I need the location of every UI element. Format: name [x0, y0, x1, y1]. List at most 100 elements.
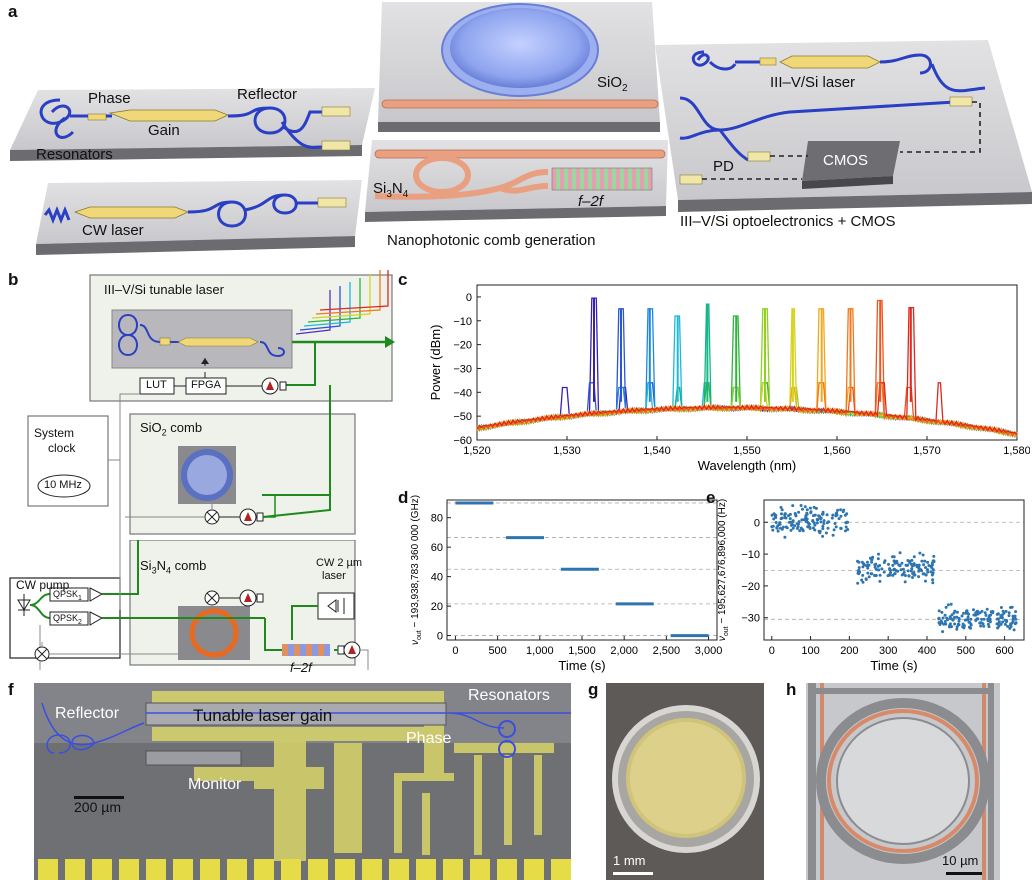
bond-pad: [335, 859, 355, 880]
data-point: [839, 514, 843, 518]
data-point: [1007, 614, 1011, 618]
data-point: [783, 535, 787, 539]
label-10mhz: 10 MHz: [44, 479, 82, 491]
data-point: [952, 616, 956, 619]
data-point: [880, 567, 884, 571]
data-point: [867, 575, 871, 579]
data-point: [876, 557, 880, 561]
data-point: [999, 606, 1003, 609]
data-point: [923, 559, 927, 563]
data-point: [776, 529, 780, 533]
data-point: [822, 522, 826, 525]
data-point: [917, 575, 921, 579]
data-point: [999, 622, 1003, 626]
data-point: [808, 527, 812, 530]
data-point: [811, 519, 815, 523]
data-point: [857, 566, 861, 570]
data-point: [944, 605, 948, 609]
y-tick-label: −20: [741, 581, 760, 593]
bond-pad: [92, 859, 112, 880]
data-point: [816, 517, 820, 521]
x-tick-label: 1,550: [733, 445, 761, 457]
data-point: [901, 567, 905, 571]
label-hybrid-laser: III–V/Si laser: [770, 74, 856, 91]
data-point: [926, 570, 930, 574]
x-tick-label: 400: [918, 645, 936, 657]
data-point: [1005, 619, 1009, 623]
data-point: [944, 622, 948, 626]
data-point: [771, 524, 775, 528]
data-point: [889, 571, 892, 575]
data-point: [888, 573, 892, 577]
panel-label-d: d: [398, 488, 409, 507]
bond-pad: [308, 859, 328, 880]
label-f-scale: 200 µm: [74, 799, 121, 815]
data-point: [915, 563, 919, 567]
data-point: [909, 562, 913, 566]
data-point: [839, 508, 843, 512]
y-tick-label: −30: [741, 613, 760, 625]
data-point: [903, 574, 907, 577]
y-tick-label: 0: [466, 292, 472, 304]
data-point: [907, 574, 911, 578]
chip-si3n4: [365, 140, 668, 222]
data-point: [946, 603, 950, 607]
data-point: [969, 617, 973, 621]
data-point: [779, 526, 782, 530]
data-point: [869, 572, 873, 576]
label-si3n4-comb: Si3N4 comb: [140, 558, 207, 576]
data-point: [793, 512, 797, 515]
data-point: [888, 567, 892, 571]
data-point: [930, 573, 934, 577]
data-point: [891, 563, 895, 567]
label-qpsk2: QPSK2: [53, 613, 82, 626]
data-point: [931, 568, 935, 572]
data-point: [910, 567, 914, 571]
data-point: [902, 570, 906, 574]
data-point: [866, 571, 870, 575]
data-point: [827, 520, 831, 524]
data-point: [995, 622, 999, 626]
bond-pad: [146, 859, 166, 880]
data-point: [801, 507, 804, 511]
data-point: [839, 526, 843, 530]
data-point: [937, 609, 941, 613]
x-tick-label: 1,000: [526, 645, 554, 657]
data-point: [1006, 624, 1010, 628]
data-point: [803, 517, 807, 521]
data-point: [1012, 628, 1016, 632]
data-point: [931, 571, 935, 575]
data-point: [924, 579, 927, 583]
label-gain: Gain: [148, 122, 180, 139]
x-tick-label: 600: [995, 645, 1013, 657]
data-point: [996, 612, 1000, 616]
data-point: [1014, 617, 1018, 621]
data-point: [924, 566, 927, 569]
data-point: [920, 559, 924, 563]
data-point: [924, 573, 928, 577]
data-point: [779, 505, 783, 509]
data-point: [789, 528, 793, 532]
label-reflector: Reflector: [237, 86, 298, 103]
data-point: [794, 514, 798, 518]
label-lut: LUT: [146, 379, 167, 391]
data-point: [906, 563, 910, 567]
data-point: [789, 523, 793, 527]
data-point: [987, 625, 991, 629]
panel-label-a: a: [8, 2, 18, 21]
data-point: [980, 609, 984, 613]
label-nanophotonic: Nanophotonic comb generation: [387, 232, 596, 249]
data-point: [945, 616, 949, 620]
data-point: [861, 580, 865, 584]
data-point: [806, 525, 810, 529]
x-axis-label: Wavelength (nm): [698, 458, 797, 473]
data-point: [815, 521, 819, 525]
data-point: [941, 630, 945, 634]
data-point: [997, 620, 1001, 624]
y-tick-label: 20: [431, 601, 443, 613]
data-point: [836, 508, 840, 512]
panel-label-c: c: [398, 270, 408, 289]
x-tick-label: 300: [879, 645, 897, 657]
data-point: [819, 520, 823, 524]
label-cw2um-1: CW 2 µm: [316, 557, 363, 569]
